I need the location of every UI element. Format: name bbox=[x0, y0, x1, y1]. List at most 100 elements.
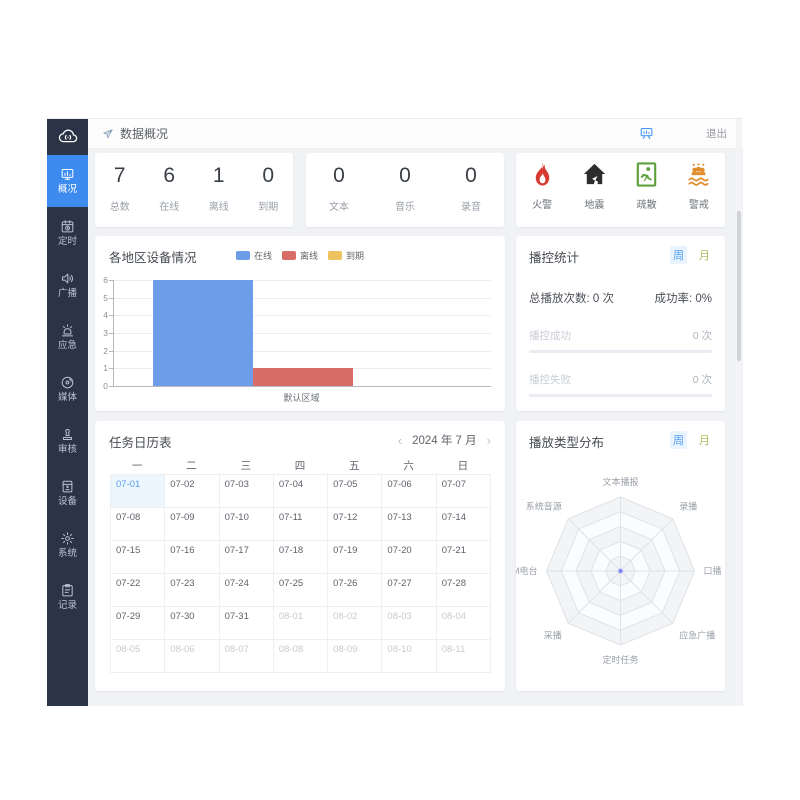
radar-axis-label-文本播报: 文本播报 bbox=[602, 476, 638, 487]
calendar-grid: 07-01 07-02 07-03 07-04 07-05 07-06 07-07 07-08… bbox=[110, 474, 491, 673]
sidebar-item-媒体[interactable]: 媒体 bbox=[47, 363, 88, 415]
calendar-day-08-10[interactable]: 08-10 bbox=[382, 640, 437, 673]
calendar-day-07-05[interactable]: 07-05 bbox=[328, 475, 383, 508]
y-tick bbox=[109, 297, 113, 299]
y-tick-label: 0 bbox=[103, 381, 108, 391]
chart-legend: 在线 离线 到期 bbox=[95, 249, 505, 262]
calendar-day-08-05[interactable]: 08-05 bbox=[111, 640, 166, 673]
calendar-day-07-13[interactable]: 07-13 bbox=[382, 508, 437, 541]
sidebar-item-概况[interactable]: 概况 bbox=[47, 155, 88, 207]
emergency-shortcuts-card: 火警 地震 疏散 警戒 bbox=[516, 153, 725, 227]
calendar-day-08-04[interactable]: 08-04 bbox=[436, 607, 491, 640]
calendar-day-07-31[interactable]: 07-31 bbox=[219, 607, 274, 640]
calendar-day-07-21[interactable]: 07-21 bbox=[436, 541, 491, 574]
calendar-day-07-26[interactable]: 07-26 bbox=[328, 574, 383, 607]
emergency-shortcut-地震[interactable]: 地震 bbox=[568, 161, 620, 227]
device-stats-card: 7 总数 6 在线 1 离线 0 到期 bbox=[95, 153, 293, 227]
stat-item-在线: 6 在线 bbox=[145, 164, 195, 227]
logout-link[interactable]: 退出 bbox=[706, 128, 727, 140]
calendar-day-07-28[interactable]: 07-28 bbox=[436, 574, 491, 607]
calendar-day-07-06[interactable]: 07-06 bbox=[382, 475, 437, 508]
calendar-day-07-08[interactable]: 07-08 bbox=[111, 508, 166, 541]
calendar-day-07-09[interactable]: 07-09 bbox=[165, 508, 220, 541]
calendar-day-07-12[interactable]: 07-12 bbox=[328, 508, 383, 541]
stat-label: 离线 bbox=[208, 202, 229, 213]
flood-alert-icon bbox=[673, 161, 725, 193]
calendar-day-08-06[interactable]: 08-06 bbox=[165, 640, 220, 673]
calendar-day-07-04[interactable]: 07-04 bbox=[273, 475, 329, 508]
legend-label: 离线 bbox=[299, 251, 318, 261]
next-month-arrow[interactable]: › bbox=[486, 432, 491, 448]
calendar-day-08-08[interactable]: 08-08 bbox=[273, 640, 329, 673]
calendar-day-07-14[interactable]: 07-14 bbox=[436, 508, 491, 541]
tab-month[interactable]: 月 bbox=[699, 250, 710, 262]
calendar-day-07-07[interactable]: 07-07 bbox=[436, 475, 491, 508]
sidebar-item-label: 设备 bbox=[57, 496, 77, 508]
main-content: 7 总数 6 在线 1 离线 0 到期 0 文本 0 音乐 0 录音 火警 地震 疏散 警戒 各地区设备情况 … bbox=[88, 149, 743, 706]
calendar-day-08-07[interactable]: 08-07 bbox=[219, 640, 274, 673]
stat-label: 录音 bbox=[461, 202, 481, 213]
calendar-day-07-20[interactable]: 07-20 bbox=[382, 541, 437, 574]
sidebar-item-系统[interactable]: 系统 bbox=[47, 519, 88, 571]
scrollbar[interactable] bbox=[736, 119, 742, 706]
calendar-day-07-15[interactable]: 07-15 bbox=[111, 541, 166, 574]
stat-item-录音: 0 录音 bbox=[438, 164, 504, 227]
calendar-day-07-27[interactable]: 07-27 bbox=[382, 574, 437, 607]
radar-tab-month[interactable]: 月 bbox=[699, 435, 710, 447]
broadcast-progress-rows: 播控成功 0 次播控失败 0 次 bbox=[529, 328, 712, 416]
prev-month-arrow[interactable]: ‹ bbox=[397, 432, 403, 448]
calendar-day-07-16[interactable]: 07-16 bbox=[165, 541, 220, 574]
calendar-day-07-25[interactable]: 07-25 bbox=[273, 574, 329, 607]
calendar-day-08-01[interactable]: 08-01 bbox=[273, 607, 329, 640]
radar-spoke bbox=[567, 518, 621, 572]
calendar-day-07-01[interactable]: 07-01 bbox=[111, 475, 166, 508]
calendar-day-07-30[interactable]: 07-30 bbox=[165, 607, 220, 640]
calendar-day-08-09[interactable]: 08-09 bbox=[328, 640, 383, 673]
sidebar-item-广播[interactable]: 广播 bbox=[47, 259, 88, 311]
calendar-day-07-03[interactable]: 07-03 bbox=[219, 475, 274, 508]
topbar-actions: 退出 bbox=[639, 126, 729, 141]
legend-item-到期[interactable]: 到期 bbox=[328, 249, 364, 262]
calendar-day-07-24[interactable]: 07-24 bbox=[219, 574, 274, 607]
calendar-day-07-17[interactable]: 07-17 bbox=[219, 541, 274, 574]
emergency-shortcut-警戒[interactable]: 警戒 bbox=[673, 161, 725, 227]
tab-week[interactable]: 周 bbox=[670, 246, 687, 264]
legend-item-离线[interactable]: 离线 bbox=[281, 249, 318, 262]
legend-item-在线[interactable]: 在线 bbox=[235, 249, 272, 262]
calendar-day-08-03[interactable]: 08-03 bbox=[382, 607, 437, 640]
broadcast-row-head: 播控成功 0 次 bbox=[529, 328, 712, 343]
calendar-weekday-header: 一二三四五六日 bbox=[110, 458, 490, 473]
media-stats-row: 0 文本 0 音乐 0 录音 bbox=[306, 153, 504, 227]
calendar-day-07-23[interactable]: 07-23 bbox=[165, 574, 220, 607]
screen-board-icon[interactable] bbox=[639, 126, 654, 141]
sidebar-item-记录[interactable]: 记录 bbox=[47, 571, 88, 623]
radar-tab-week[interactable]: 周 bbox=[670, 431, 687, 449]
calendar-day-07-19[interactable]: 07-19 bbox=[328, 541, 383, 574]
sidebar-item-审核[interactable]: 审核 bbox=[47, 415, 88, 467]
calendar-day-08-02[interactable]: 08-02 bbox=[328, 607, 383, 640]
sidebar-item-应急[interactable]: 应急 bbox=[47, 311, 88, 363]
y-tick bbox=[109, 350, 113, 352]
y-tick bbox=[109, 280, 113, 281]
legend-swatch bbox=[281, 251, 296, 260]
calendar-day-07-10[interactable]: 07-10 bbox=[219, 508, 274, 541]
emergency-label: 疏散 bbox=[636, 200, 657, 211]
emergency-shortcut-疏散[interactable]: 疏散 bbox=[621, 161, 673, 227]
emergency-shortcut-火警[interactable]: 火警 bbox=[516, 161, 568, 227]
calendar-day-07-29[interactable]: 07-29 bbox=[111, 607, 166, 640]
legend-swatch bbox=[328, 251, 342, 260]
calendar-day-07-22[interactable]: 07-22 bbox=[111, 574, 166, 607]
calendar-day-07-11[interactable]: 07-11 bbox=[273, 508, 329, 541]
y-tick-label: 2 bbox=[103, 345, 108, 356]
task-calendar-card: 任务日历表 ‹ 2024 年 7 月 › 一二三四五六日 07-01 07-02 0… bbox=[95, 421, 505, 691]
stat-item-文本: 0 文本 bbox=[306, 164, 372, 227]
sidebar-item-设备[interactable]: 设备 bbox=[47, 467, 88, 519]
calendar-day-08-11[interactable]: 08-11 bbox=[436, 640, 491, 673]
scrollbar-thumb[interactable] bbox=[737, 211, 741, 361]
calendar-day-07-02[interactable]: 07-02 bbox=[165, 475, 220, 508]
success-rate: 成功率: 0% bbox=[654, 293, 712, 305]
radar-spoke bbox=[567, 570, 621, 624]
sidebar-item-定时[interactable]: 定时 bbox=[47, 207, 88, 259]
calendar-day-07-18[interactable]: 07-18 bbox=[273, 541, 329, 574]
broadcast-cloud-logo bbox=[47, 119, 88, 155]
